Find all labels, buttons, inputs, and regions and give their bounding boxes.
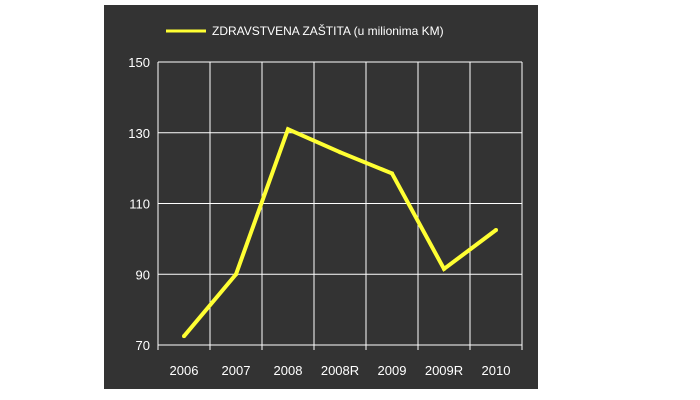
legend-label: ZDRAVSTVENA ZAŠTITA (u milionima KM) <box>212 23 444 38</box>
y-tick-label: 130 <box>128 126 150 141</box>
series-layer <box>182 126 498 339</box>
y-tick-label: 70 <box>136 338 150 353</box>
x-tick-label: 2009 <box>378 363 407 378</box>
x-tick-label: 2007 <box>222 363 251 378</box>
series-line <box>182 126 498 338</box>
y-tick-label: 110 <box>129 197 150 212</box>
data-point <box>286 127 290 132</box>
grid <box>157 61 523 350</box>
legend: ZDRAVSTVENA ZAŠTITA (u milionima KM) <box>166 23 444 38</box>
x-tick-label: 2009R <box>425 363 463 378</box>
data-point <box>390 171 394 176</box>
chart-panel <box>104 5 538 389</box>
y-tick-label: 150 <box>128 55 150 70</box>
x-axis-ticks: 2006 2007 2008 2008R 2009 2009R 2010 <box>170 363 511 378</box>
data-point <box>234 272 238 277</box>
x-tick-label: 2008R <box>321 363 359 378</box>
y-tick-label: 90 <box>136 267 150 282</box>
data-point <box>494 228 498 233</box>
x-tick-label: 2008 <box>274 363 303 378</box>
y-axis-ticks: 70 90 110 130 150 <box>128 55 150 353</box>
data-point <box>182 334 186 339</box>
data-point <box>338 150 342 155</box>
x-tick-label: 2010 <box>482 363 511 378</box>
data-point <box>442 266 446 271</box>
x-tick-label: 2006 <box>170 363 199 378</box>
